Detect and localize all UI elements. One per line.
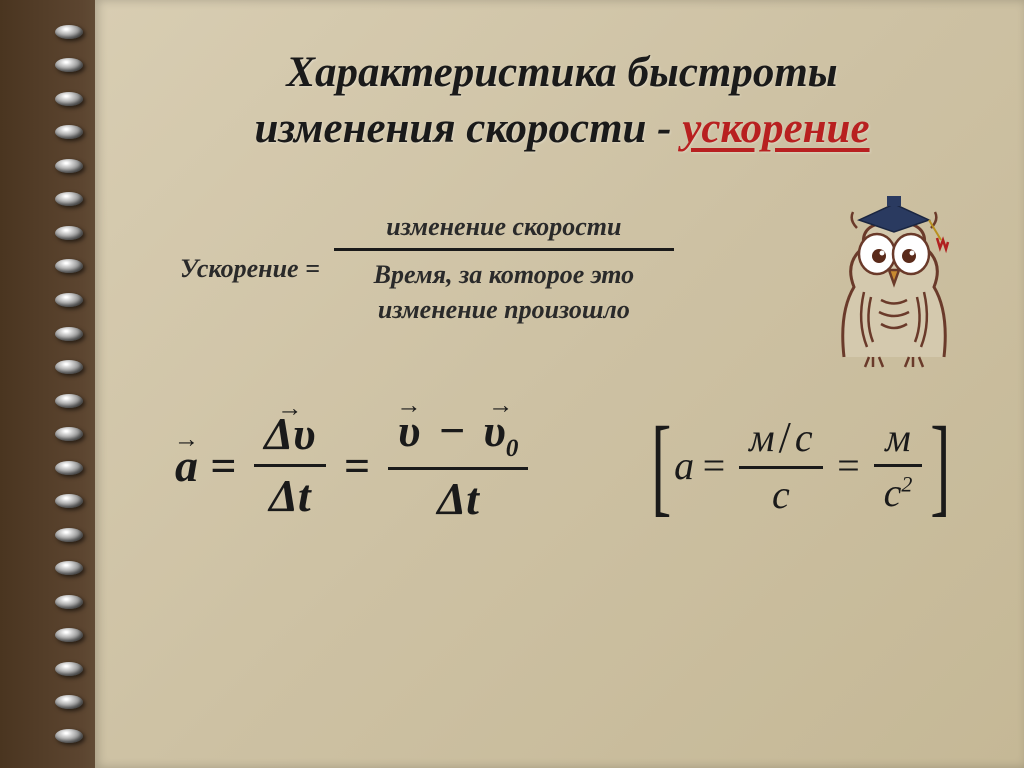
acceleration-vector-formula: a = Δυ Δt = υ − υ0 Δt xyxy=(175,402,534,529)
math-formulas-row: a = Δυ Δt = υ − υ0 Δt [ a = xyxy=(175,402,959,529)
bracket-left: [ xyxy=(652,421,672,509)
frac-v-v0-dt: υ − υ0 Δt xyxy=(388,402,529,529)
frac-ms-over-s: м / с с xyxy=(739,410,823,521)
owl-illustration xyxy=(809,192,979,372)
word-formula: Ускорение = изменение скорости Время, за… xyxy=(180,212,984,327)
word-formula-fraction: изменение скорости Время, за которое это… xyxy=(334,212,674,327)
word-formula-denominator: Время, за которое это изменение произошл… xyxy=(362,251,647,327)
spiral-binding xyxy=(55,0,85,768)
binding-ring xyxy=(55,58,83,72)
units-formula: [ a = м / с с = м с xyxy=(643,410,959,521)
frac-dv-dt: Δυ Δt xyxy=(254,405,325,525)
binding-ring xyxy=(55,595,83,609)
symbol-a-vector: a xyxy=(175,439,198,492)
binding-ring xyxy=(55,461,83,475)
word-formula-lhs: Ускорение = xyxy=(180,254,320,284)
title-line1: Характеристика быстроты xyxy=(286,49,837,96)
binding-ring xyxy=(55,628,83,642)
word-formula-numerator: изменение скорости xyxy=(374,212,633,248)
binding-ring xyxy=(55,695,83,709)
binding-ring xyxy=(55,528,83,542)
symbol-a-scalar: a xyxy=(674,442,694,489)
title-line2-prefix: изменения скорости - xyxy=(254,105,682,152)
bracket-right: ] xyxy=(931,421,951,509)
binding-ring xyxy=(55,159,83,173)
binding-ring xyxy=(55,226,83,240)
binding-ring xyxy=(55,494,83,508)
binding-ring xyxy=(55,729,83,743)
binding-ring xyxy=(55,293,83,307)
equals-2: = xyxy=(344,439,370,492)
binding-ring xyxy=(55,427,83,441)
slide-page: Характеристика быстроты изменения скорос… xyxy=(95,0,1024,768)
binding-ring xyxy=(55,259,83,273)
equals-1: = xyxy=(210,439,236,492)
binding-ring xyxy=(55,125,83,139)
slide-title: Характеристика быстроты изменения скорос… xyxy=(140,45,984,157)
binding-ring xyxy=(55,662,83,676)
binding-ring xyxy=(55,360,83,374)
frac-m-over-s2: м с2 xyxy=(874,412,923,519)
binding-ring xyxy=(55,192,83,206)
title-highlight-word: ускорение xyxy=(682,105,869,152)
binding-ring xyxy=(55,92,83,106)
binding-ring xyxy=(55,25,83,39)
binding-ring xyxy=(55,561,83,575)
binding-ring xyxy=(55,394,83,408)
binding-ring xyxy=(55,327,83,341)
